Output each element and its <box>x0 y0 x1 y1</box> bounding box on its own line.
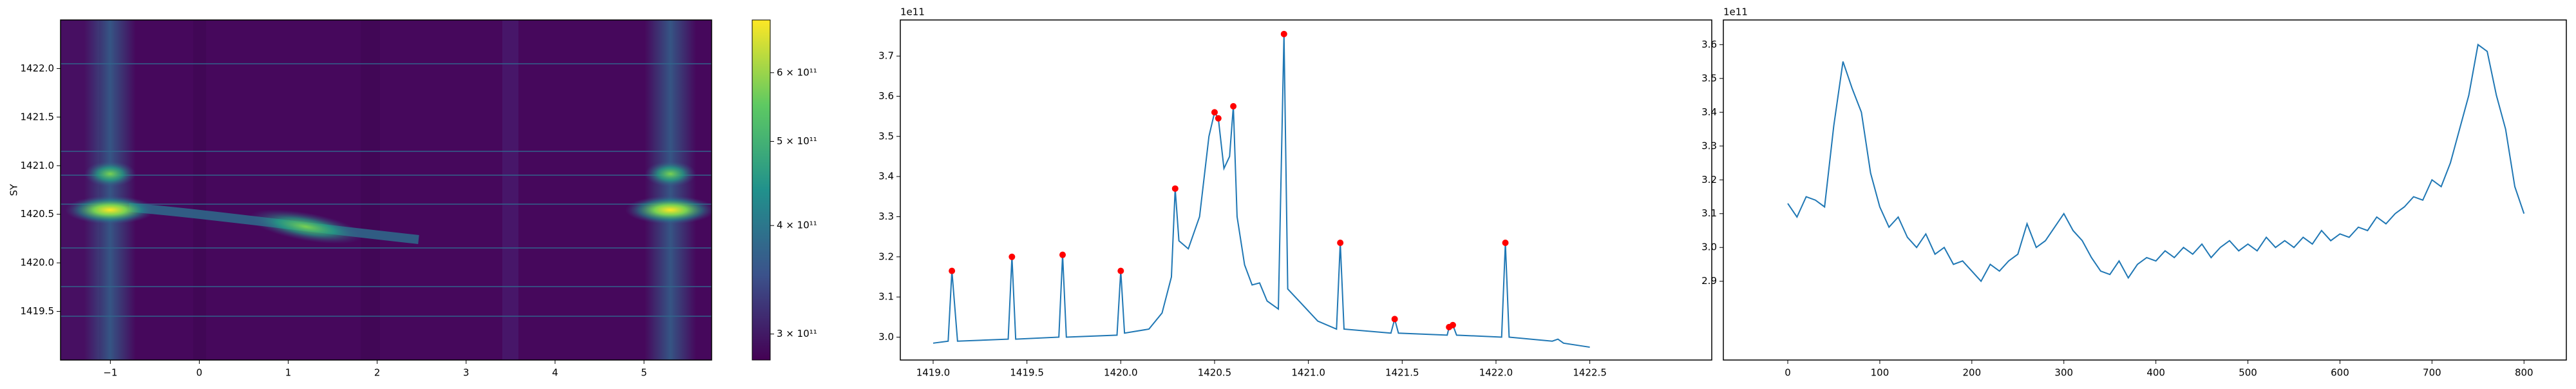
y-tick-label: 3.0 <box>878 331 894 343</box>
x-tick-label: 2 <box>374 367 381 379</box>
y-tick-label: 3.1 <box>878 291 894 303</box>
y-tick-label: 3.6 <box>1701 39 1717 50</box>
x-tick-label: 500 <box>2239 367 2257 379</box>
offset-text: 1e11 <box>1723 6 1748 18</box>
axes-frame <box>1723 19 2567 361</box>
y-tick-label: 3.2 <box>1701 174 1717 185</box>
y-tick-label: 3.0 <box>1701 242 1717 253</box>
y-tick-label: 2.9 <box>1701 275 1717 287</box>
x-tick-label: 1422.0 <box>1479 367 1513 379</box>
x-tick-label: 0 <box>196 367 203 379</box>
colorbar-tick-label: 3 × 10¹¹ <box>777 328 817 339</box>
x-tick-label: 1422.5 <box>1573 367 1607 379</box>
heatmap-image <box>61 20 712 360</box>
x-tick-label: 1421.0 <box>1291 367 1325 379</box>
peak-marker <box>1059 251 1066 258</box>
peak-marker <box>1502 239 1509 246</box>
peak-marker <box>1117 267 1124 274</box>
axes-frame <box>900 19 1712 361</box>
x-tick-label: 800 <box>2515 367 2533 379</box>
peak-marker <box>1449 321 1456 328</box>
peak-marker <box>1171 185 1179 192</box>
x-tick-label: 1419.5 <box>1010 367 1044 379</box>
peak-marker <box>1280 30 1287 37</box>
x-tick-label: 5 <box>641 367 647 379</box>
y-tick-label: 1419.5 <box>21 305 55 317</box>
peak-marker <box>949 267 956 274</box>
x-tick-label: 3 <box>463 367 469 379</box>
x-tick-label: 700 <box>2423 367 2441 379</box>
y-tick-label: 1421.5 <box>21 111 55 122</box>
y-tick-label: 1421.0 <box>21 160 55 171</box>
line <box>933 33 1590 348</box>
y-tick-label: 3.1 <box>1701 207 1717 219</box>
x-tick-label: 100 <box>1871 367 1889 379</box>
x-tick-label: 1420.0 <box>1104 367 1138 379</box>
x-tick-label: 400 <box>2146 367 2165 379</box>
x-tick-label: 300 <box>2054 367 2073 379</box>
y-tick-label: 3.3 <box>1701 140 1717 151</box>
x-tick-label: 1420.5 <box>1198 367 1232 379</box>
colorbar-tick-label: 6 × 10¹¹ <box>777 66 817 78</box>
colorbar <box>752 19 771 361</box>
colorbar-tick-label: 5 × 10¹¹ <box>777 135 817 147</box>
x-tick-label: −1 <box>103 367 117 379</box>
y-tick-label: 3.5 <box>878 130 894 142</box>
heatmap-frame <box>60 19 712 361</box>
x-tick-label: 200 <box>1963 367 1982 379</box>
y-tick-label: 3.3 <box>878 211 894 222</box>
x-tick-label: 600 <box>2331 367 2349 379</box>
y-tick-label: 3.7 <box>878 50 894 62</box>
y-tick-label: 3.4 <box>878 171 894 182</box>
y-tick-label: 3.2 <box>878 251 894 262</box>
peak-marker <box>1391 316 1398 323</box>
peak-marker <box>1211 109 1218 116</box>
x-tick-label: 1 <box>285 367 292 379</box>
peak-marker <box>1009 253 1016 260</box>
x-tick-label: 1421.5 <box>1385 367 1419 379</box>
x-tick-label: 0 <box>1785 367 1791 379</box>
y-tick-label: 3.6 <box>878 90 894 102</box>
peak-marker <box>1215 115 1222 122</box>
offset-text: 1e11 <box>900 6 925 18</box>
peak-marker <box>1230 103 1237 110</box>
colorbar-tick-label: 4 × 10¹¹ <box>777 220 817 231</box>
y-tick-label: 1422.0 <box>21 62 55 74</box>
y-tick-label: 1420.5 <box>21 208 55 220</box>
y-tick-label: 1420.0 <box>21 257 55 269</box>
peak-marker <box>1337 239 1344 246</box>
y-tick-label: 3.4 <box>1701 106 1717 118</box>
x-tick-label: 4 <box>552 367 558 379</box>
x-tick-label: 1419.0 <box>916 367 951 379</box>
line <box>1787 43 2525 283</box>
y-tick-label: 3.5 <box>1701 72 1717 84</box>
y-axis-label: SY <box>8 184 20 196</box>
